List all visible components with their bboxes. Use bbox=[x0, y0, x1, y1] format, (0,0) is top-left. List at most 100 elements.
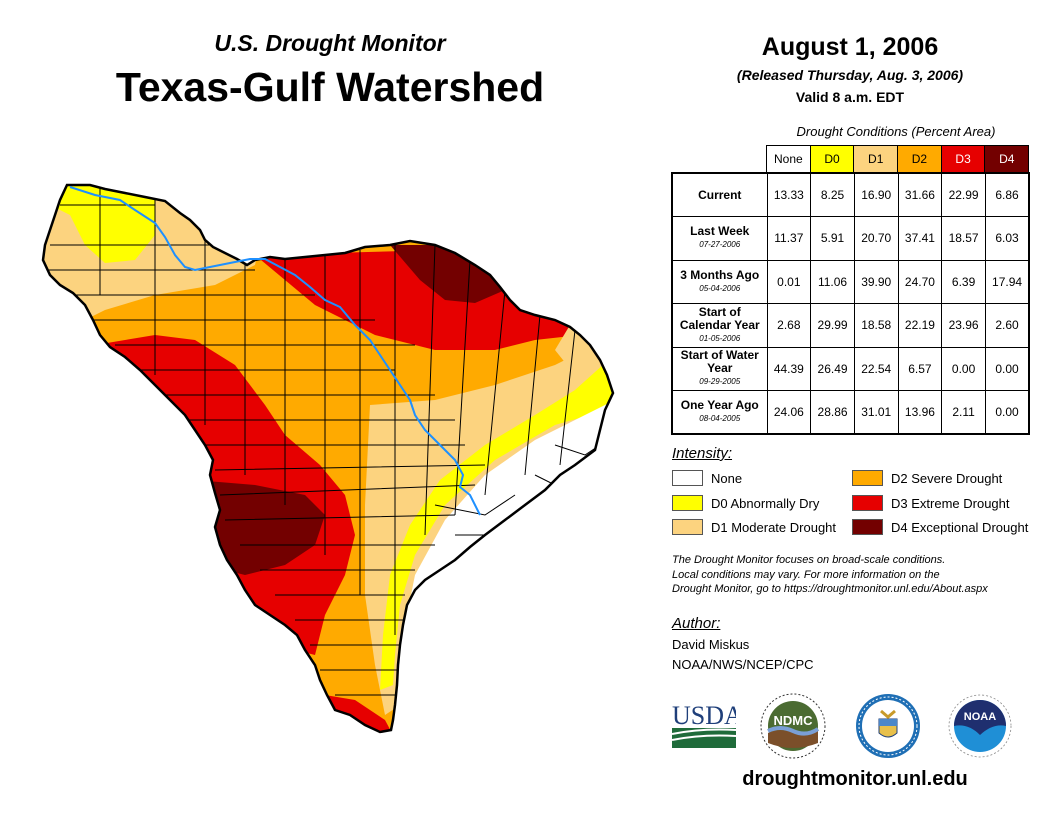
map-date: August 1, 2006 bbox=[761, 33, 939, 61]
table-row: Current 13.33 8.25 16.90 31.66 22.99 6.86 bbox=[671, 172, 1030, 217]
cell-d4: 17.94 bbox=[984, 259, 1030, 304]
legend-swatch bbox=[672, 470, 703, 486]
cell-d3: 22.99 bbox=[941, 172, 986, 217]
column-header-none: None bbox=[766, 145, 811, 173]
usda-logo: USDA bbox=[672, 701, 736, 748]
row-label: Current bbox=[671, 172, 768, 217]
cell-d0: 5.91 bbox=[810, 216, 855, 261]
cell-d2: 31.66 bbox=[897, 172, 943, 217]
row-label-text: Start of Calendar Year bbox=[679, 304, 760, 332]
cell-d2: 6.57 bbox=[897, 346, 943, 391]
conditions-table: Current 13.33 8.25 16.90 31.66 22.99 6.86 Last … bbox=[671, 172, 1031, 435]
note-line: The Drought Monitor focuses on broad-sca… bbox=[672, 554, 946, 566]
legend-swatch bbox=[852, 519, 883, 535]
cell-d1: 20.70 bbox=[853, 216, 899, 261]
author-name: David Miskus bbox=[672, 637, 750, 652]
d0-area-band bbox=[380, 345, 613, 690]
noaa-logo: NOAA bbox=[948, 694, 1012, 758]
cell-d0: 29.99 bbox=[810, 303, 855, 348]
table-row: Start of Calendar Year 01-05-2006 2.68 29.9… bbox=[671, 303, 1030, 348]
table-row: Start of Water Year 09-29-2005 44.39 26.49 2… bbox=[671, 346, 1030, 391]
row-date: 09-29-2005 bbox=[699, 377, 741, 387]
cell-none: 2.68 bbox=[766, 303, 812, 348]
cell-d1: 18.58 bbox=[853, 303, 899, 348]
row-date: 07-27-2006 bbox=[699, 240, 741, 250]
author-org: NOAA/NWS/NCEP/CPC bbox=[672, 657, 814, 672]
website-link[interactable]: droughtmonitor.unl.edu bbox=[742, 768, 968, 790]
commerce-seal bbox=[856, 694, 920, 758]
row-date: 08-04-2005 bbox=[699, 414, 741, 423]
conditions-table-header: None D0 D1 D2 D3 D4 bbox=[766, 145, 1030, 173]
cell-none: 0.01 bbox=[766, 259, 812, 304]
disclaimer-note: The Drought Monitor focuses on broad-sca… bbox=[672, 553, 988, 597]
row-label: Start of Calendar Year 01-05-2006 bbox=[671, 303, 768, 348]
column-header-d2: D2 bbox=[897, 145, 942, 173]
cell-d4: 6.86 bbox=[984, 172, 1030, 217]
conditions-table-title: Drought Conditions (Percent Area) bbox=[796, 124, 996, 139]
author-heading: Author: bbox=[672, 615, 721, 632]
cell-d4: 6.03 bbox=[984, 216, 1030, 261]
row-label-text: Start of Water Year bbox=[680, 348, 759, 376]
cell-d0: 8.25 bbox=[810, 172, 855, 217]
cell-d0: 11.06 bbox=[810, 259, 855, 304]
table-row: 3 Months Ago 05-04-2006 0.01 11.06 39.90 24.7… bbox=[671, 259, 1030, 304]
legend-swatch bbox=[852, 470, 883, 486]
legend-item: D2 Severe Drought bbox=[852, 470, 1002, 486]
column-header-d0: D0 bbox=[809, 145, 855, 173]
row-label: Start of Water Year 09-29-2005 bbox=[671, 346, 768, 391]
legend-item: D4 Exceptional Drought bbox=[852, 519, 1028, 535]
noaa-logo-text: NOAA bbox=[964, 711, 996, 723]
cell-d3: 2.11 bbox=[941, 390, 986, 435]
column-header-d4: D4 bbox=[984, 145, 1030, 173]
legend-swatch bbox=[672, 519, 703, 535]
legend-item: D1 Moderate Drought bbox=[672, 519, 836, 535]
note-line: Drought Monitor, go to https://droughtmo… bbox=[672, 583, 988, 595]
legend-item: D3 Extreme Drought bbox=[852, 495, 1010, 511]
table-row: Last Week 07-27-2006 11.37 5.91 20.70 37.41 18… bbox=[671, 216, 1030, 261]
cell-d4: 0.00 bbox=[984, 346, 1030, 391]
row-label-text: Last Week bbox=[690, 224, 750, 239]
valid-time: Valid 8 a.m. EDT bbox=[795, 89, 905, 105]
legend-label: None bbox=[711, 470, 743, 486]
cell-d2: 22.19 bbox=[897, 303, 943, 348]
cell-d1: 22.54 bbox=[853, 346, 899, 391]
legend-item: None bbox=[672, 470, 742, 486]
ndmc-logo: NDMC bbox=[760, 693, 826, 759]
cell-d4: 2.60 bbox=[984, 303, 1030, 348]
release-date: (Released Thursday, Aug. 3, 2006) bbox=[736, 67, 964, 83]
legend-swatch bbox=[672, 495, 703, 511]
row-label: Last Week 07-27-2006 bbox=[671, 216, 768, 261]
cell-d3: 18.57 bbox=[941, 216, 986, 261]
cell-d1: 16.90 bbox=[853, 172, 899, 217]
row-date: 01-05-2006 bbox=[699, 333, 741, 343]
cell-d1: 39.90 bbox=[853, 259, 899, 304]
legend-label: D2 Severe Drought bbox=[891, 470, 1003, 486]
note-line: Local conditions may vary. For more info… bbox=[672, 568, 940, 581]
row-label-text: 3 Months Ago bbox=[680, 267, 760, 282]
row-label: 3 Months Ago 05-04-2006 bbox=[671, 259, 768, 304]
cell-d3: 0.00 bbox=[941, 346, 986, 391]
river bbox=[69, 186, 481, 516]
usda-logo-text: USDA bbox=[672, 701, 736, 730]
cell-d0: 28.86 bbox=[810, 390, 855, 435]
ndmc-logo-text: NDMC bbox=[774, 713, 814, 728]
legend-title: Intensity: bbox=[672, 445, 733, 462]
legend-label: D1 Moderate Drought bbox=[711, 519, 837, 535]
legend-item: D0 Abnormally Dry bbox=[672, 495, 819, 511]
cell-d3: 23.96 bbox=[941, 303, 986, 348]
cell-none: 24.06 bbox=[766, 390, 812, 435]
legend-label: D3 Extreme Drought bbox=[891, 495, 1010, 511]
column-header-d3: D3 bbox=[940, 145, 986, 173]
column-header-d1: D1 bbox=[853, 145, 899, 173]
legend-swatch bbox=[852, 495, 883, 511]
cell-d2: 13.96 bbox=[897, 390, 943, 435]
d4-area-southwest bbox=[195, 480, 325, 575]
cell-none: 13.33 bbox=[766, 172, 812, 217]
cell-d4: 0.00 bbox=[984, 390, 1030, 435]
row-label: One Year Ago 08-04-2005 bbox=[671, 390, 768, 435]
map-subtitle: U.S. Drought Monitor bbox=[214, 30, 446, 56]
row-label-text: Current bbox=[698, 187, 742, 202]
legend-label: D4 Exceptional Drought bbox=[891, 519, 1029, 535]
cell-none: 11.37 bbox=[766, 216, 812, 261]
drought-map bbox=[41, 183, 615, 734]
